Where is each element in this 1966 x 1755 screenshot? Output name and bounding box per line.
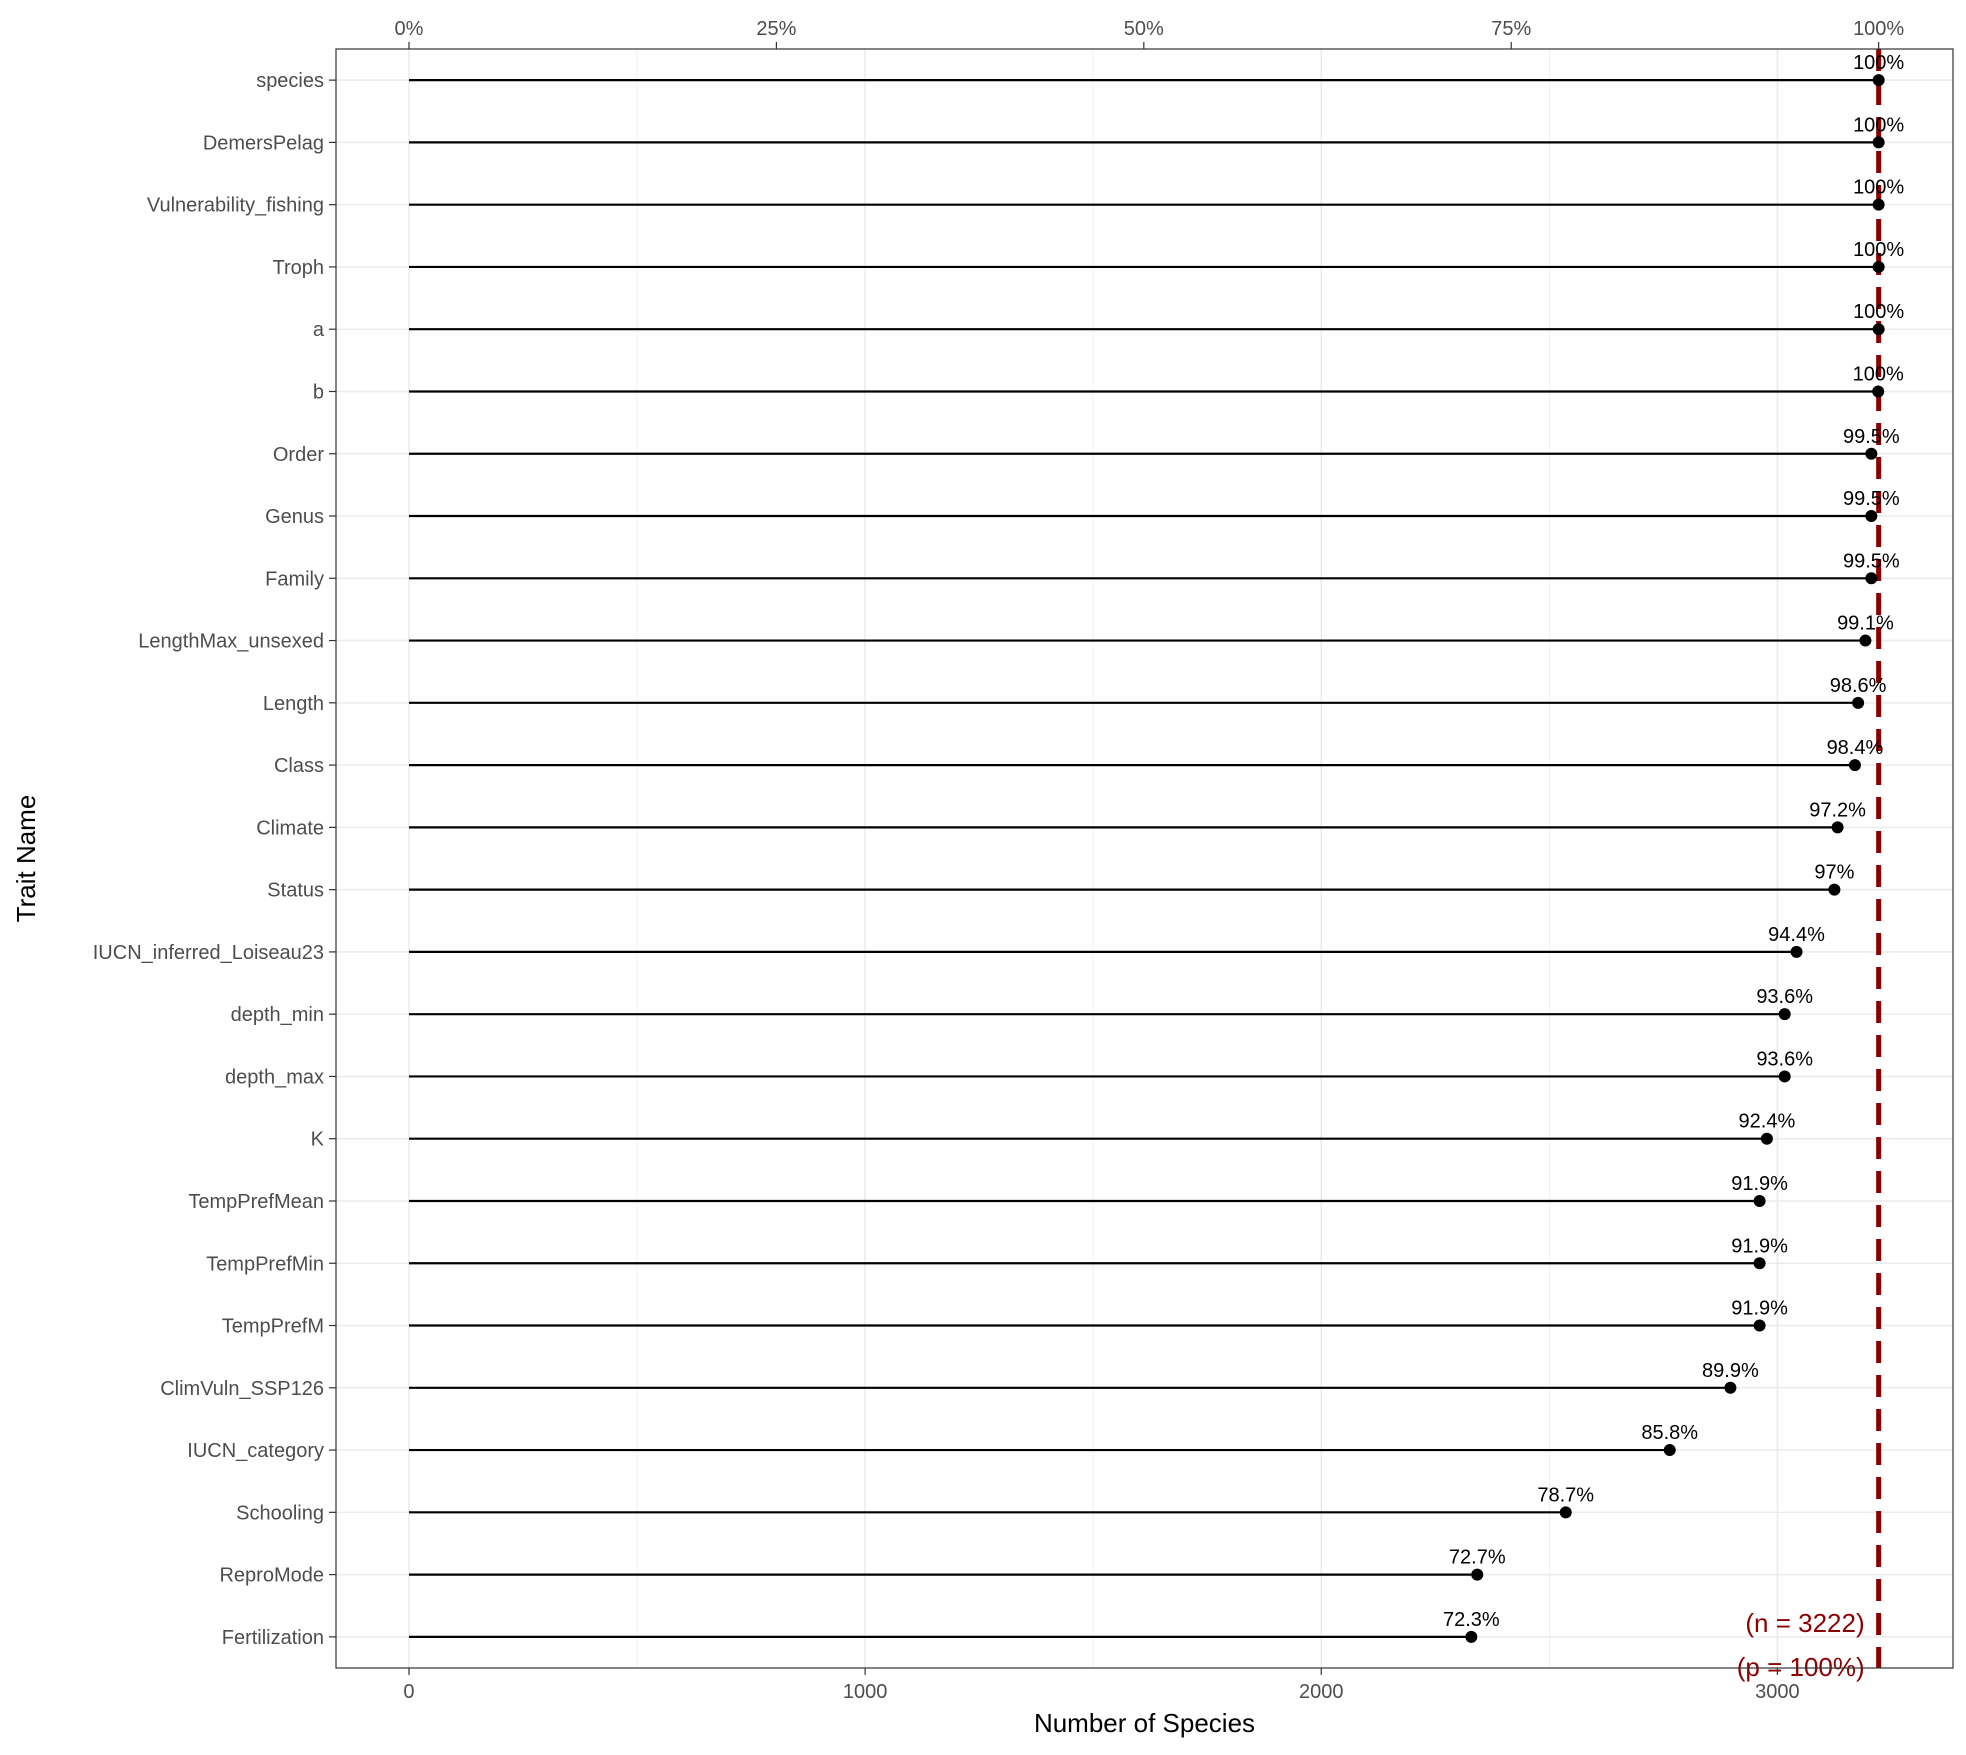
y-tick-label: Family bbox=[265, 568, 324, 590]
reference-label: (n = 3222) bbox=[1745, 1608, 1864, 1638]
y-tick-label: ClimVuln_SSP126 bbox=[160, 1378, 324, 1400]
percent-label: 89.9% bbox=[1702, 1360, 1759, 1382]
percent-label: 97% bbox=[1814, 862, 1854, 884]
x-top-tick-label: 25% bbox=[756, 18, 796, 40]
y-tick-label: Length bbox=[263, 693, 324, 715]
y-tick-label: Status bbox=[267, 880, 324, 902]
lollipop-point bbox=[1790, 945, 1803, 958]
percent-label: 100% bbox=[1853, 114, 1904, 136]
lollipop-point bbox=[1753, 1257, 1766, 1270]
lollipop-point bbox=[1663, 1444, 1676, 1457]
lollipop-point bbox=[1865, 572, 1878, 585]
panel-border bbox=[335, 48, 1954, 1669]
y-tick-label: Class bbox=[274, 755, 324, 777]
y-axis-title: Trait Name bbox=[11, 795, 41, 923]
lollipop-point bbox=[1760, 1132, 1773, 1145]
lollipop-point bbox=[1559, 1506, 1572, 1519]
y-axis: species DemersPelag Vulnerability_fishing T… bbox=[93, 70, 336, 1649]
x-axis-bottom: 0 1000 2000 3000 bbox=[403, 1668, 1800, 1703]
x-top-tick-label: 0% bbox=[395, 18, 424, 40]
lollipop-point bbox=[1753, 1319, 1766, 1332]
y-tick-label: b bbox=[313, 381, 324, 403]
percent-label: 94.4% bbox=[1768, 924, 1825, 946]
marks-layer: 100% 100% 100% 100% 100% 100% 99.5% 99.5% 99.5% 9… bbox=[408, 52, 1904, 1643]
x-top-tick-label: 75% bbox=[1491, 18, 1531, 40]
percent-label: 78.7% bbox=[1537, 1484, 1594, 1506]
y-tick-label: depth_min bbox=[231, 1004, 324, 1026]
lollipop-point bbox=[1872, 385, 1885, 398]
y-tick-label: Troph bbox=[272, 257, 324, 279]
y-tick-label: TempPrefM bbox=[222, 1316, 324, 1338]
y-tick-label: ReproMode bbox=[219, 1565, 324, 1587]
lollipop-point bbox=[1753, 1194, 1766, 1207]
percent-label: 91.9% bbox=[1731, 1298, 1788, 1320]
y-tick-label: LengthMax_unsexed bbox=[138, 631, 324, 653]
percent-label: 72.7% bbox=[1449, 1547, 1506, 1569]
lollipop-point bbox=[1865, 447, 1878, 460]
percent-label: 85.8% bbox=[1641, 1422, 1698, 1444]
y-tick-label: TempPrefMin bbox=[206, 1253, 324, 1275]
lollipop-point bbox=[1778, 1008, 1791, 1021]
x-tick-label: 0 bbox=[403, 1681, 414, 1703]
y-tick-label: Genus bbox=[265, 506, 324, 528]
percent-label: 72.3% bbox=[1443, 1609, 1500, 1631]
x-tick-label: 2000 bbox=[1299, 1681, 1344, 1703]
x-tick-label: 1000 bbox=[843, 1681, 888, 1703]
y-tick-label: Schooling bbox=[236, 1502, 324, 1524]
percent-label: 93.6% bbox=[1756, 986, 1813, 1008]
y-tick-label: species bbox=[256, 70, 324, 92]
y-tick-label: IUCN_category bbox=[187, 1440, 324, 1462]
percent-label: 98.4% bbox=[1827, 737, 1884, 759]
y-tick-label: Fertilization bbox=[222, 1627, 324, 1649]
lollipop-point bbox=[1848, 759, 1861, 772]
lollipop-point bbox=[1724, 1381, 1737, 1394]
lollipop-point bbox=[1831, 821, 1844, 834]
y-tick-label: TempPrefMean bbox=[188, 1191, 324, 1213]
lollipop-point bbox=[1852, 696, 1865, 709]
y-tick-label: Climate bbox=[256, 817, 324, 839]
percent-label: 100% bbox=[1853, 239, 1904, 261]
y-tick-label: IUCN_inferred_Loiseau23 bbox=[93, 942, 324, 964]
percent-label: 99.5% bbox=[1843, 488, 1900, 510]
lollipop-point bbox=[1872, 74, 1885, 87]
lollipop-point bbox=[1865, 510, 1878, 523]
lollipop-point bbox=[1872, 198, 1885, 211]
y-tick-label: depth_max bbox=[225, 1066, 324, 1088]
reference-label: (p = 100%) bbox=[1737, 1652, 1865, 1682]
percent-label: 91.9% bbox=[1731, 1235, 1788, 1257]
percent-label: 100% bbox=[1853, 301, 1904, 323]
y-tick-label: DemersPelag bbox=[203, 132, 324, 154]
x-axis-top: 0% 25% 50% 75% 100% bbox=[395, 18, 1904, 49]
lollipop-point bbox=[1465, 1630, 1478, 1643]
y-tick-label: Vulnerability_fishing bbox=[147, 195, 324, 217]
percent-label: 92.4% bbox=[1739, 1111, 1796, 1133]
lollipop-point bbox=[1778, 1070, 1791, 1083]
percent-label: 99.5% bbox=[1843, 426, 1900, 448]
percent-label: 100% bbox=[1853, 177, 1904, 199]
percent-label: 99.5% bbox=[1843, 550, 1900, 572]
percent-label: 93.6% bbox=[1756, 1048, 1813, 1070]
x-top-tick-label: 50% bbox=[1124, 18, 1164, 40]
percent-label: 98.6% bbox=[1830, 675, 1887, 697]
percent-label: 100% bbox=[1853, 52, 1904, 74]
lollipop-point bbox=[1471, 1568, 1484, 1581]
percent-label: 91.9% bbox=[1731, 1173, 1788, 1195]
y-tick-label: K bbox=[311, 1129, 325, 1151]
x-top-tick-label: 100% bbox=[1853, 18, 1904, 40]
y-tick-label: a bbox=[313, 319, 325, 341]
lollipop-point bbox=[1872, 260, 1885, 273]
reference-line-layer: (n = 3222) (p = 100%) bbox=[1737, 49, 1882, 1682]
x-tick-label: 3000 bbox=[1755, 1681, 1800, 1703]
y-tick-label: Order bbox=[273, 444, 324, 466]
lollipop-point bbox=[1872, 136, 1885, 149]
lollipop-point bbox=[1872, 323, 1885, 336]
x-axis-title: Number of Species bbox=[1034, 1708, 1255, 1738]
percent-label: 99.1% bbox=[1837, 613, 1894, 635]
lollipop-point bbox=[1828, 883, 1841, 896]
grid-layer bbox=[336, 49, 1953, 1668]
percent-label: 97.2% bbox=[1809, 799, 1866, 821]
percent-label: 100% bbox=[1853, 363, 1904, 385]
lollipop-point bbox=[1859, 634, 1872, 647]
